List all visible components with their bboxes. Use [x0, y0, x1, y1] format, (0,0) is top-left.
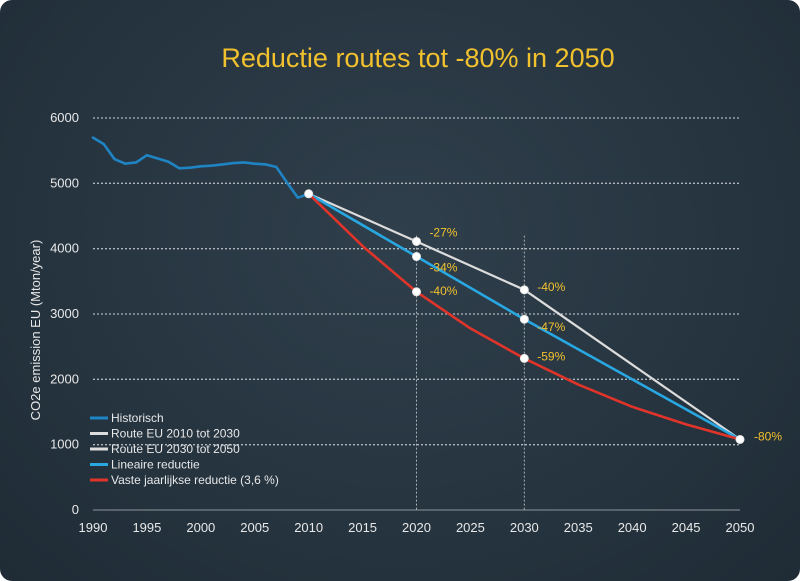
marker-4 — [519, 285, 529, 295]
x-tick-2030: 2030 — [510, 520, 539, 535]
y-tick-1000: 1000 — [50, 437, 79, 452]
legend-label-0: Historisch — [111, 411, 164, 425]
annotation-1: -34% — [429, 261, 457, 275]
x-tick-2010: 2010 — [294, 520, 323, 535]
y-tick-0: 0 — [72, 502, 79, 517]
series-line-historisch — [91, 136, 311, 199]
x-tick-2045: 2045 — [672, 520, 701, 535]
y-axis-ticks: 0 1000 2000 3000 4000 5000 6000 — [50, 110, 79, 517]
marker-7 — [735, 434, 745, 444]
x-tick-2020: 2020 — [402, 520, 431, 535]
legend-label-4: Vaste jaarlijkse reductie (3,6 %) — [111, 473, 279, 487]
legend-label-3: Lineaire reductie — [111, 458, 200, 472]
gridlines — [93, 117, 740, 511]
y-tick-2000: 2000 — [50, 371, 79, 386]
x-tick-2015: 2015 — [348, 520, 377, 535]
x-tick-1995: 1995 — [132, 520, 161, 535]
x-axis-ticks: 1990 1995 2000 2005 2010 2015 2020 2025 2030 2035… — [79, 520, 755, 535]
legend-label-1: Route EU 2010 tot 2030 — [111, 427, 240, 441]
y-axis-label: CO2e emission EU (Mton/year) — [28, 240, 43, 421]
legend-label-2: Route EU 2030 tot 2050 — [111, 442, 240, 456]
y-tick-3000: 3000 — [50, 306, 79, 321]
series-line-lineaire-reductie — [307, 192, 742, 441]
x-tick-1990: 1990 — [79, 520, 108, 535]
annotation-2: -40% — [429, 284, 457, 298]
annotation-5: -59% — [537, 349, 565, 363]
x-tick-2000: 2000 — [186, 520, 215, 535]
y-tick-5000: 5000 — [50, 175, 79, 190]
x-tick-2035: 2035 — [564, 520, 593, 535]
annotation-4: -47% — [537, 320, 565, 334]
chart-title: Reductie routes tot -80% in 2050 — [221, 43, 614, 73]
annotation-6: -80% — [754, 430, 782, 444]
x-tick-2050: 2050 — [726, 520, 755, 535]
x-tick-2005: 2005 — [240, 520, 269, 535]
marker-6 — [519, 353, 529, 363]
vertical-guides — [416, 235, 525, 510]
marker-0 — [304, 189, 314, 199]
annotations: -27% -34% -40% -40% -47% -59% -80% — [429, 225, 782, 443]
x-tick-2025: 2025 — [456, 520, 485, 535]
x-tick-2040: 2040 — [618, 520, 647, 535]
data-markers — [304, 189, 745, 444]
marker-5 — [519, 314, 529, 324]
annotation-0: -27% — [429, 225, 457, 239]
marker-3 — [412, 287, 421, 297]
y-tick-4000: 4000 — [50, 241, 79, 256]
y-tick-6000: 6000 — [50, 110, 79, 125]
series-line-route-eu-2030-tot-2050 — [523, 288, 742, 441]
marker-2 — [412, 252, 421, 262]
marker-1 — [412, 236, 421, 246]
annotation-3: -40% — [537, 280, 565, 294]
